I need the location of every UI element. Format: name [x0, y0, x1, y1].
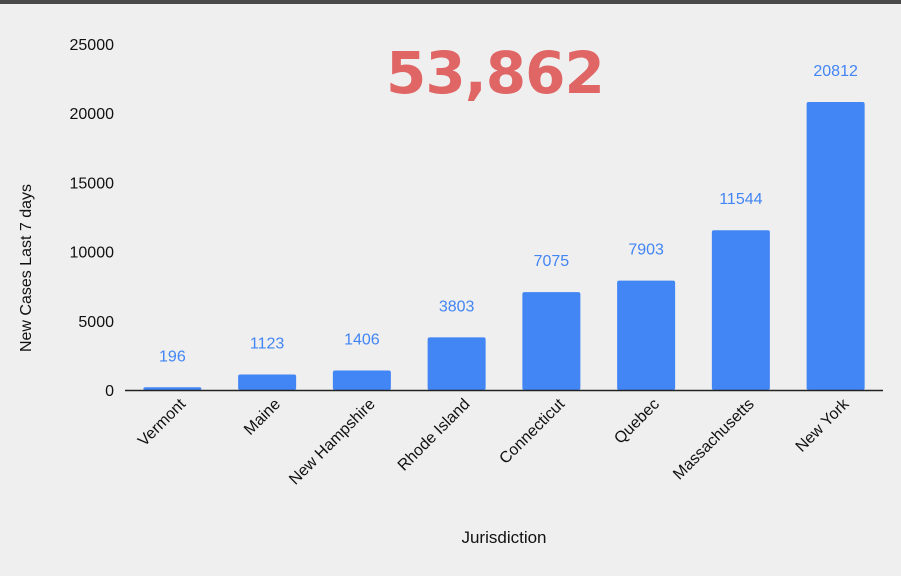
x-tick-label: Massachusetts	[670, 396, 757, 483]
bar-value-label: 20812	[813, 63, 858, 80]
y-tick-labels: 0 5000 10000 15000 20000 25000	[70, 37, 115, 400]
y-axis-title: New Cases Last 7 days	[18, 184, 35, 352]
x-tick-label: New Hampshire	[286, 396, 379, 489]
bar-value-label: 11544	[719, 191, 762, 208]
x-tick-labels: Vermont Maine New Hampshire Rhode Island Con…	[135, 395, 853, 488]
bar-value-label: 7075	[534, 253, 570, 270]
bar-value-label: 7903	[628, 242, 664, 259]
bar	[143, 387, 202, 390]
x-axis-title: Jurisdiction	[461, 528, 546, 547]
bar	[427, 337, 486, 390]
bar	[238, 374, 297, 390]
data-labels: 196 1123 1406 3803 7075 7903 11544 20812	[159, 63, 858, 365]
bar-value-label: 1406	[344, 332, 380, 349]
bar	[711, 230, 770, 390]
bar	[522, 292, 581, 390]
x-tick-label: Quebec	[611, 396, 663, 448]
bar-value-label: 196	[159, 348, 186, 365]
x-tick-label: Rhode Island	[395, 396, 474, 475]
x-tick-label: Connecticut	[496, 395, 568, 467]
bar	[617, 280, 676, 390]
total-cases-figure: 53,862	[386, 39, 605, 107]
bar	[806, 101, 865, 391]
bar-value-label: 3803	[439, 298, 475, 315]
x-tick-label: Vermont	[135, 395, 190, 450]
x-tick-label: New York	[793, 395, 854, 456]
y-tick-label: 20000	[70, 106, 115, 123]
y-tick-label: 10000	[70, 245, 115, 262]
window-top-border	[0, 0, 901, 4]
bar	[332, 370, 391, 390]
bar-value-label: 1123	[250, 335, 285, 352]
bars	[143, 101, 865, 391]
y-tick-label: 5000	[78, 314, 114, 331]
y-tick-label: 25000	[70, 37, 115, 54]
y-tick-label: 15000	[70, 175, 115, 192]
y-tick-label: 0	[105, 383, 114, 400]
x-tick-label: Maine	[241, 396, 284, 439]
